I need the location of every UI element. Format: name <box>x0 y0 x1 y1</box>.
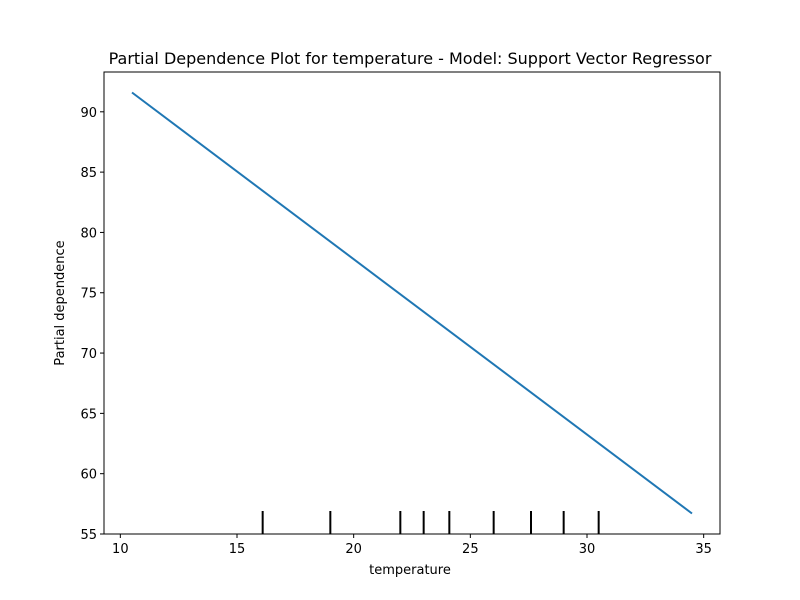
y-tick-label-65: 65 <box>80 407 97 422</box>
y-tick-label-90: 90 <box>80 106 97 121</box>
y-tick-label-55: 55 <box>80 528 97 543</box>
x-tick-label-15: 15 <box>229 542 246 557</box>
y-tick-label-85: 85 <box>80 166 97 181</box>
x-tick-label-30: 30 <box>579 542 596 557</box>
y-tick-label-60: 60 <box>80 468 97 483</box>
y-axis: 55 60 65 70 75 80 85 90 <box>80 106 104 543</box>
series-line-0 <box>131 91 693 515</box>
y-tick-label-70: 70 <box>80 347 97 362</box>
x-axis-label: temperature <box>369 563 451 578</box>
y-tick-label-80: 80 <box>80 226 97 241</box>
x-tick-label-20: 20 <box>345 542 362 557</box>
x-tick-label-35: 35 <box>695 542 712 557</box>
x-axis: 10 15 20 25 30 35 <box>112 534 712 557</box>
y-axis-label: Partial dependence <box>53 240 68 365</box>
y-tick-label-75: 75 <box>80 287 97 302</box>
x-tick-label-10: 10 <box>112 542 129 557</box>
plot-area <box>131 91 693 534</box>
axes-frame <box>103 71 721 535</box>
chart-title: Partial Dependence Plot for temperature … <box>109 49 712 68</box>
x-tick-label-25: 25 <box>462 542 479 557</box>
